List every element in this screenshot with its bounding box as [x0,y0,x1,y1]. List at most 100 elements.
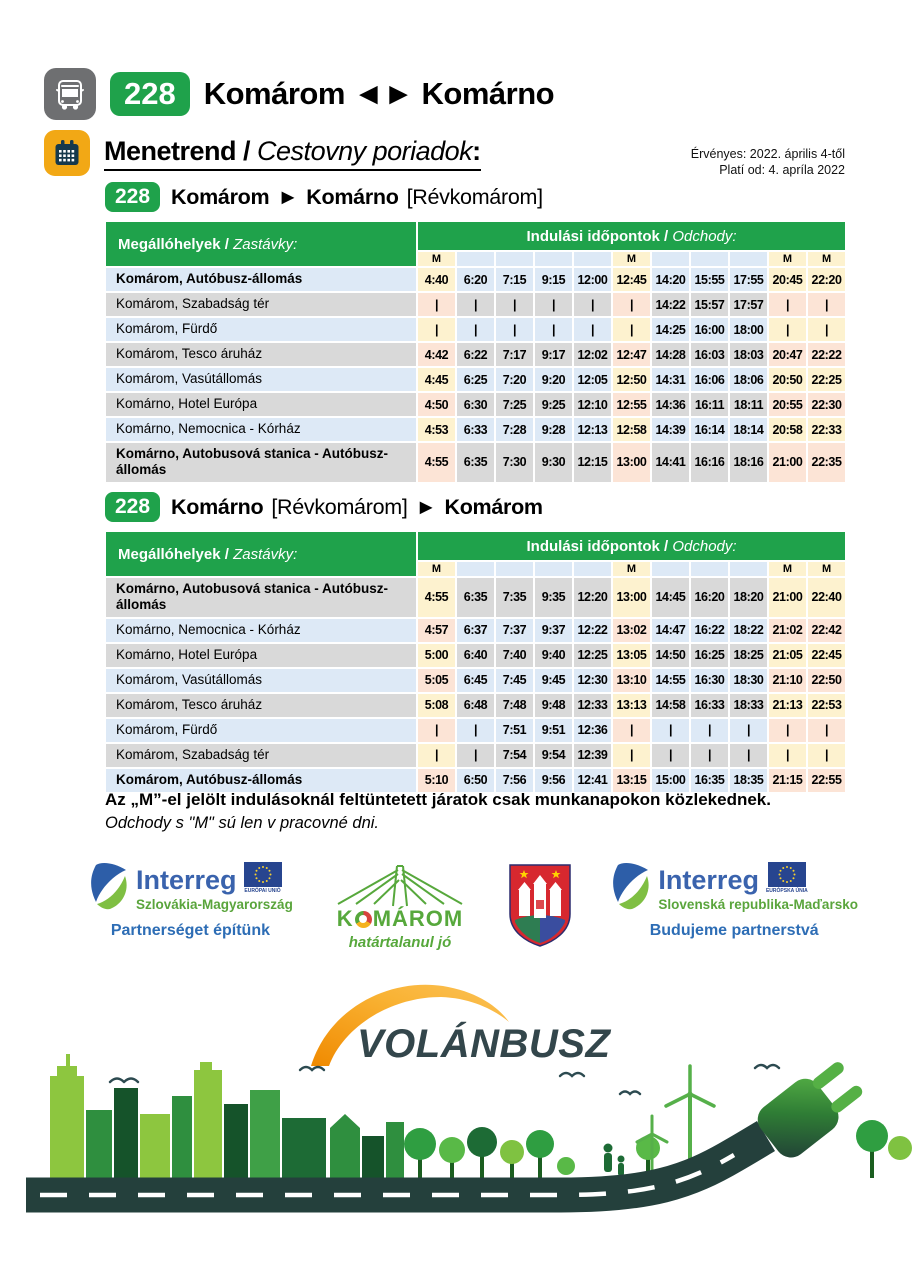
departure-time-cell: | [690,742,729,768]
stop-name-cell: Komárom, Fürdő [105,317,417,342]
departure-time-cell: 15:55 [690,267,729,292]
header-row: Megállóhelyek / Zastávky: Indulási időpon… [105,221,847,267]
departure-time-cell: 6:33 [456,417,495,442]
departure-time-cell: 14:25 [651,317,690,342]
marker-spacer-cell [651,561,690,577]
departure-time-cell: | [768,317,807,342]
departure-time-cell: 20:47 [768,342,807,367]
komarom-city-logo: K MÁROM határtalanul jó [330,864,470,951]
departure-time-cell: 7:40 [495,642,534,668]
departure-time-cell: 7:28 [495,417,534,442]
marker-spacer-cell [651,251,690,267]
departure-time-cell: 4:55 [417,577,456,618]
timetable-row: Komárom, Autóbusz-állomás 5:10 6:50 7:56 9:5… [105,767,847,793]
departure-time-cell: 9:35 [534,577,573,618]
departure-time-cell: 4:40 [417,267,456,292]
departure-time-cell: | [612,742,651,768]
volanbusz-arc-icon [311,984,509,1066]
departure-time-cell: 4:50 [417,392,456,417]
departure-time-cell: 12:58 [612,417,651,442]
workday-marker-cell: M [417,561,456,577]
eco-city-illustration [26,1054,912,1213]
stop-name-cell: Komárno, Hotel Európa [105,392,417,417]
departure-time-cell: | [456,317,495,342]
workday-marker-cell: M [417,251,456,267]
departure-time-cell: 12:20 [573,577,612,618]
departure-time-cell: 12:33 [573,692,612,718]
departure-time-cell: 14:58 [651,692,690,718]
section-2-badge: 228 [105,492,161,522]
workday-marker-cell: M [612,561,651,577]
workday-note: Az „M”-el jelölt indulásoknál feltüntete… [105,789,865,834]
departure-time-cell: 12:30 [573,667,612,693]
departure-time-cell: 5:05 [417,667,456,693]
departure-time-cell: | [612,717,651,743]
departure-time-cell: | [573,292,612,317]
departure-time-cell: 12:25 [573,642,612,668]
departure-time-cell: 22:30 [807,392,847,417]
departure-time-cell: 16:11 [690,392,729,417]
departure-time-cell: 16:20 [690,577,729,618]
departure-time-cell: | [612,317,651,342]
section-title-part: ► [415,494,437,519]
timetable-row: Komárno, Nemocnica - Kórház 4:53 6:33 7:28 9… [105,417,847,442]
departure-time-cell: | [534,317,573,342]
departure-time-cell: 13:05 [612,642,651,668]
departure-time-cell: 4:55 [417,442,456,483]
schedule-header: Menetrend / Cestovny poriadok: [44,130,481,176]
departure-time-cell: 22:50 [807,667,847,693]
departure-time-cell: 14:39 [651,417,690,442]
departure-time-cell: 5:10 [417,767,456,793]
stop-name-cell: Komárom, Tesco áruház [105,342,417,367]
departure-time-cell: 21:05 [768,642,807,668]
komarom-name-post: MÁROM [372,906,464,931]
departure-time-cell: 7:56 [495,767,534,793]
interreg-sk-brand: Interreg [658,865,759,895]
departure-time-cell: 9:45 [534,667,573,693]
eu-flag-label: EURÓPSKA ÚNIA [765,888,808,894]
departure-time-cell: 21:00 [768,577,807,618]
trees [404,1120,912,1178]
departure-time-cell: 6:35 [456,442,495,483]
stops-column-header: Megállóhelyek / Zastávky: [105,531,417,577]
departure-time-cell: 16:16 [690,442,729,483]
departure-time-cell: | [456,717,495,743]
timetable: Megállóhelyek / Zastávky: Indulási időpon… [105,221,847,483]
timetable-row: Komárom, Tesco áruház 4:42 6:22 7:17 9:17 12:… [105,342,847,367]
departure-time-cell: 12:05 [573,367,612,392]
departure-time-cell: 7:45 [495,667,534,693]
section-title-part: [Révkomárom] [406,184,543,209]
stop-name-cell: Komárno, Autobusová stanica - Autóbusz-á… [105,442,417,483]
stop-name-cell: Komárom, Vasútállomás [105,667,417,693]
departure-time-cell: 6:40 [456,642,495,668]
departure-time-cell: 6:45 [456,667,495,693]
validity-dates: Érvényes: 2022. április 4-től Platí od: … [691,146,845,179]
departure-time-cell: 6:48 [456,692,495,718]
times-header-hu: Indulási időpontok [526,227,660,245]
stops-column-header: Megállóhelyek / Zastávky: [105,221,417,267]
stops-header-hu: Megállóhelyek [118,235,221,253]
departure-time-cell: 12:39 [573,742,612,768]
departure-time-cell: | [768,292,807,317]
electric-plug-icon [757,1062,863,1158]
departure-time-cell: 21:02 [768,617,807,643]
timetable-row: Komárno, Hotel Európa 4:50 6:30 7:25 9:25 12:… [105,392,847,417]
departure-time-cell: | [417,717,456,743]
departure-time-cell: 6:50 [456,767,495,793]
departure-time-cell: 18:11 [729,392,768,417]
departure-time-cell: 12:00 [573,267,612,292]
interreg-hu-region: Szlovákia-Magyarország [136,897,293,912]
departure-time-cell: | [417,292,456,317]
timetable-row: Komárom, Vasútállomás 5:05 6:45 7:45 9:45 12:… [105,667,847,693]
timetable-row: Komárno, Nemocnica - Kórház 4:57 6:37 7:37 9… [105,617,847,643]
stops-header-hu: Megállóhelyek [118,545,221,563]
departure-time-cell: 9:54 [534,742,573,768]
departure-time-cell: 6:37 [456,617,495,643]
departure-time-cell: 6:25 [456,367,495,392]
road [26,1120,776,1213]
departure-time-cell: 16:00 [690,317,729,342]
departure-time-cell: 14:41 [651,442,690,483]
departure-time-cell: 22:25 [807,367,847,392]
workday-note-hu: Az „M”-el jelölt indulásoknál feltüntete… [105,790,771,809]
